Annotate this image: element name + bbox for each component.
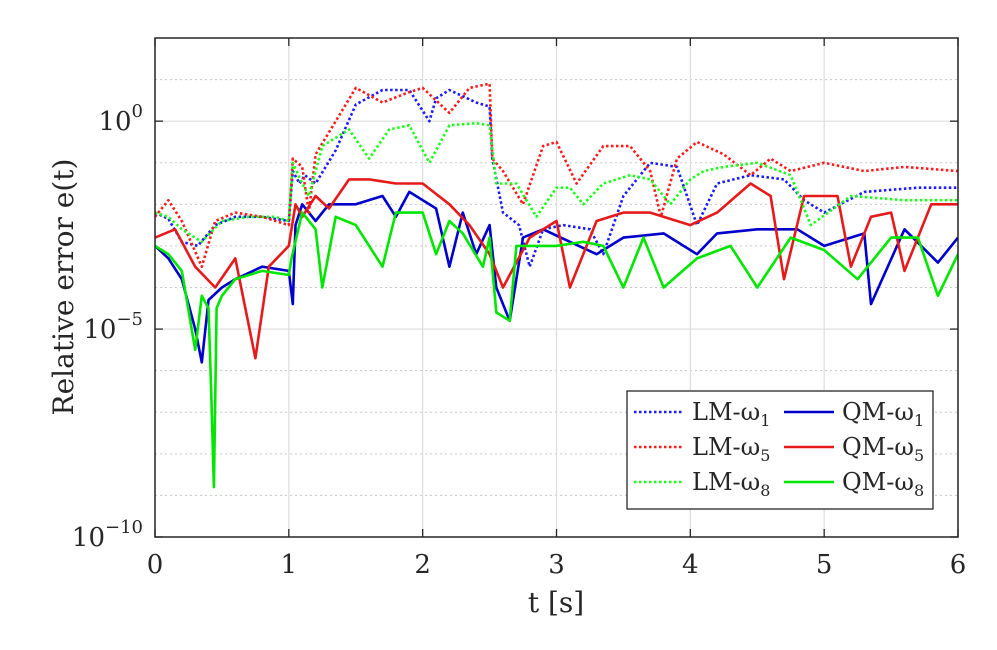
series-lines [155, 82, 958, 489]
x-tick-label: 1 [281, 550, 298, 580]
x-tick-labels: 0 1 2 3 4 5 6 [147, 550, 967, 580]
legend-box [626, 390, 934, 510]
axis-ticks [154, 38, 959, 538]
y-tick-label: 10−10 [72, 517, 143, 553]
y-tick-label: 10−5 [83, 309, 143, 345]
x-axis-label: t [s] [528, 586, 584, 619]
x-tick-label: 4 [682, 550, 699, 580]
y-axis-label: Relative error e(t) [47, 159, 80, 416]
legend: LM-ω1 QM-ω1 LM-ω5 QM-ω5 LM-ω8 QM-ω8 [626, 390, 934, 510]
series-line-QM-ω5 [155, 178, 958, 360]
legend-label-QM-ω5: QM-ω5 [842, 433, 924, 465]
x-tick-label: 5 [816, 550, 833, 580]
x-tick-label: 0 [147, 550, 164, 580]
legend-label-QM-ω1: QM-ω1 [842, 398, 924, 430]
legend-label-LM-ω8: LM-ω8 [692, 468, 770, 500]
x-tick-label: 6 [950, 550, 967, 580]
series-line-LM-ω1 [155, 88, 958, 268]
legend-label-LM-ω5: LM-ω5 [692, 433, 770, 465]
x-tick-label: 2 [414, 550, 431, 580]
series-line-QM-ω8 [155, 211, 958, 489]
legend-label-LM-ω1: LM-ω1 [692, 398, 770, 430]
y-tick-labels: 100 10−5 10−10 [72, 101, 143, 553]
legend-label-QM-ω8: QM-ω8 [842, 468, 924, 500]
x-tick-label: 3 [548, 550, 565, 580]
series-line-LM-ω8 [155, 121, 958, 244]
y-tick-label: 100 [98, 101, 143, 137]
